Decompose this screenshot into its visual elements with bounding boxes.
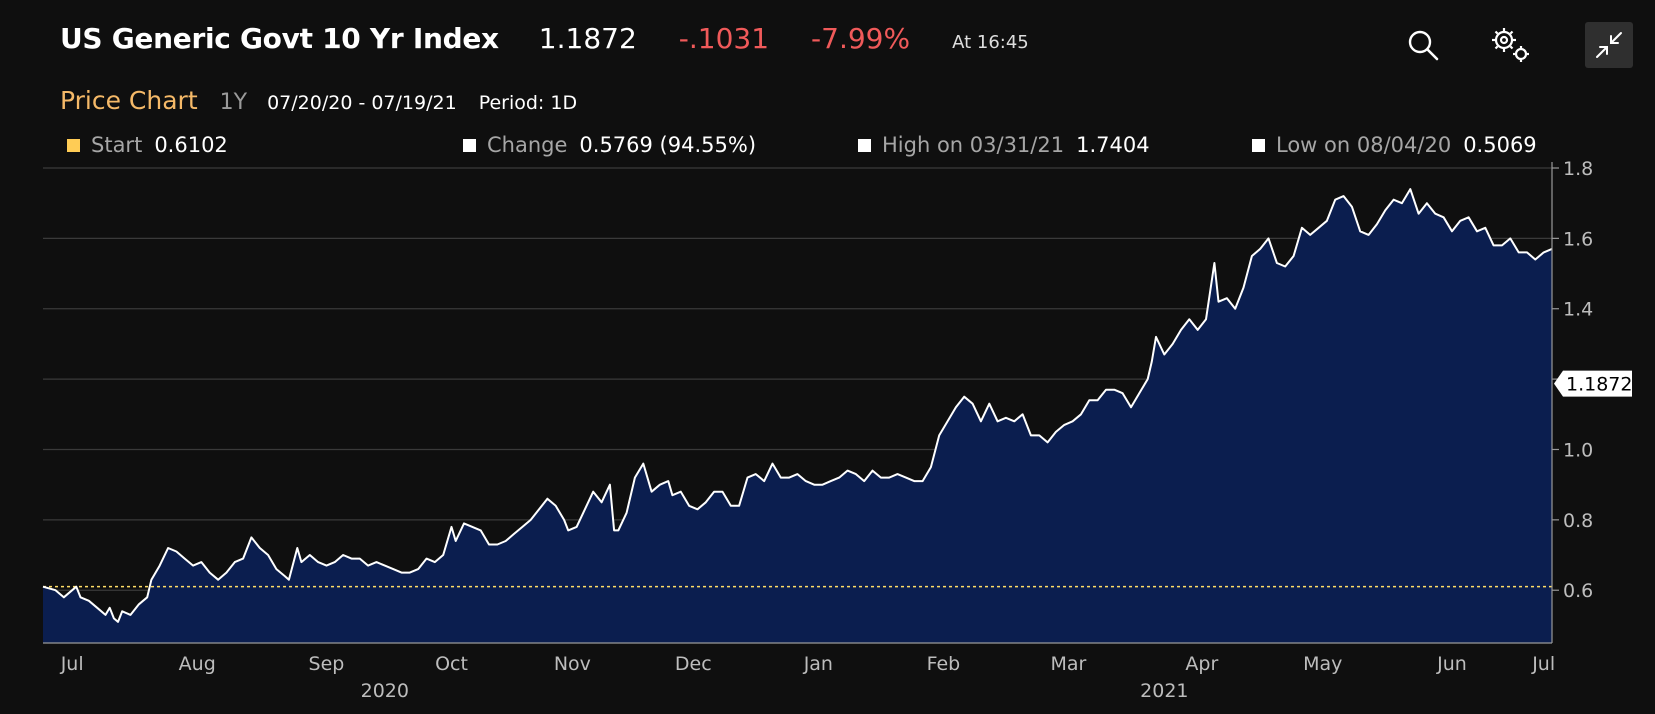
start-swatch [67, 138, 80, 152]
y-tick-label: 1.0 [1563, 439, 1593, 461]
quote-time: At 16:45 [952, 32, 1029, 53]
net-change: -.1031 [678, 22, 770, 55]
stat-start: Start 0.6102 [67, 133, 228, 157]
price-line [42, 188, 1553, 623]
search-button[interactable] [1399, 22, 1447, 68]
stat-change-label: Change [487, 133, 568, 157]
x-axis-labels: Jul Aug Sep Oct Nov Dec Jan Feb Mar Apr May Jun Jul 2… [60, 653, 1555, 702]
last-value-text: 1.1872 [1566, 374, 1632, 396]
stat-low-value: 0.5069 [1463, 133, 1537, 157]
x-tick-label: Jul [1531, 653, 1555, 675]
period-selector[interactable]: Period: 1D [478, 92, 578, 114]
stat-start-value: 0.6102 [154, 133, 228, 157]
last-price: 1.1872 [538, 22, 637, 55]
stat-high-value: 1.7404 [1076, 133, 1150, 157]
x-tick-label: Feb [927, 653, 961, 675]
toolbar [1359, 22, 1633, 68]
percent-change: -7.99% [811, 22, 911, 55]
price-chart-title[interactable]: Price Chart [60, 86, 198, 115]
x-tick-label: Mar [1051, 653, 1087, 675]
x-tick-label: Sep [309, 653, 345, 675]
change-swatch [463, 138, 476, 152]
high-swatch [858, 138, 871, 152]
range-selector[interactable]: 1Y [219, 90, 248, 115]
date-range[interactable]: 07/20/20 - 07/19/21 [267, 92, 457, 114]
stat-high: High on 03/31/21 1.7404 [858, 133, 1150, 157]
stat-low: Low on 08/04/20 0.5069 [1252, 133, 1537, 157]
header: US Generic Govt 10 Yr Index 1.1872 -.103… [60, 22, 1029, 66]
stat-start-label: Start [91, 133, 143, 157]
settings-button[interactable] [1487, 22, 1535, 68]
stat-change: Change 0.5769 (94.55%) [463, 133, 756, 157]
stat-high-label: High on 03/31/21 [882, 133, 1065, 157]
last-value-tag [1554, 370, 1632, 397]
year-label: 2021 [1140, 680, 1188, 702]
x-tick-label: Jun [1436, 653, 1467, 675]
x-tick-label: Dec [675, 653, 712, 675]
last-value-marker: 1.1872 [1554, 370, 1632, 397]
axes [43, 162, 1553, 644]
security-title: US Generic Govt 10 Yr Index [60, 22, 499, 55]
collapse-icon [1596, 32, 1622, 58]
x-tick-label: Oct [435, 653, 468, 675]
chart-subheader: Price Chart 1Y 07/20/20 - 07/19/21 Perio… [60, 86, 577, 115]
low-swatch [1252, 138, 1265, 152]
y-tick-label: 0.8 [1563, 510, 1593, 532]
y-tick-label: 1.6 [1563, 228, 1593, 250]
y-tick-label: 0.6 [1563, 580, 1593, 602]
y-tick-label: 1.4 [1563, 299, 1593, 321]
y-tick-label: 1.8 [1563, 158, 1593, 180]
price-area-fill [43, 189, 1552, 643]
collapse-button[interactable] [1585, 22, 1633, 68]
stat-change-value: 0.5769 (94.55%) [579, 133, 757, 157]
gears-icon [1492, 28, 1529, 62]
x-tick-label: Aug [179, 653, 216, 675]
stat-low-label: Low on 08/04/20 [1276, 133, 1452, 157]
x-tick-label: Jan [803, 653, 833, 675]
x-tick-label: Jul [60, 653, 84, 675]
x-tick-label: Apr [1185, 653, 1218, 675]
search-icon [1408, 30, 1439, 61]
x-tick-label: May [1303, 653, 1342, 675]
year-label: 2020 [361, 680, 409, 702]
x-tick-label: Nov [554, 653, 591, 675]
